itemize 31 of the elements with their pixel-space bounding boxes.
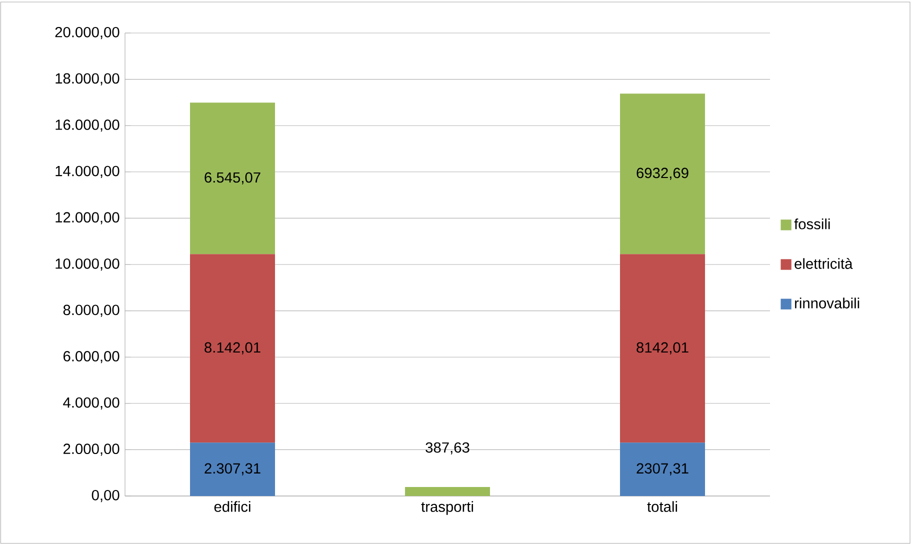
data-label: 387,63 [426,442,470,454]
y-tick-label: 16.000,00 [56,120,120,132]
bar [190,102,276,254]
data-label: 6.545,07 [204,172,260,184]
y-tick-label: 6.000,00 [64,351,120,364]
bar [620,442,706,496]
legend-label: rinnovabili [795,298,860,308]
data-label: 2.307,31 [204,463,260,476]
y-tick-label: 4.000,00 [63,397,120,410]
y-tick-label: 12.000,00 [56,212,120,224]
x-tick-label: totali [647,501,678,512]
x-tick-label: trasporti [421,501,474,515]
x-tick-label: edifici [214,501,250,512]
y-tick-label: 18.000,00 [56,73,120,86]
y-tick-label: 0,00 [92,490,120,502]
y-tick-label: 2.000,00 [63,444,120,456]
y-tick-label: 10.000,00 [56,258,120,271]
bar [620,254,706,443]
legend-label: elettricità [794,258,853,269]
data-label: 8142,01 [636,342,688,354]
y-tick-label: 14.000,00 [56,166,120,178]
bar [620,94,706,254]
y-tick-label: 8.000,00 [63,304,120,317]
y-tick-label: 20.000,00 [55,26,120,40]
data-label: 6932,69 [636,168,688,180]
bar [190,254,276,443]
bar [405,487,490,496]
data-label: 8.142,01 [204,342,260,354]
legend-label: fossili [794,218,830,230]
bar [190,442,276,496]
data-label: 2307,31 [636,463,688,476]
